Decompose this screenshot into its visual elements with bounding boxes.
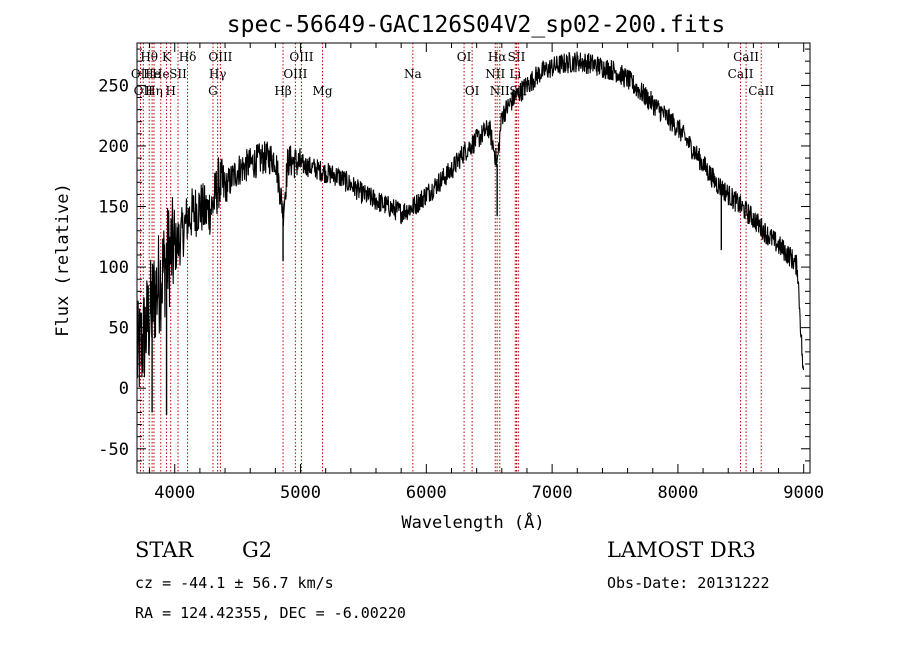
line-marker-label: OIII bbox=[208, 50, 232, 64]
line-marker-label: NII bbox=[485, 67, 505, 81]
line-marker-label: Hθ bbox=[140, 50, 158, 64]
line-marker-label: Hδ bbox=[179, 50, 197, 64]
line-marker-label: CaII bbox=[748, 84, 774, 98]
line-marker-label: NII bbox=[490, 84, 510, 98]
plot-frame bbox=[136, 42, 811, 474]
coordinates: RA = 124.42355, DEC = -6.00220 bbox=[135, 604, 406, 622]
line-marker-label: Hβ bbox=[274, 84, 291, 98]
observation-date: Obs-Date: 20131222 bbox=[607, 574, 770, 592]
line-marker-label: SII bbox=[508, 50, 526, 64]
x-axis-label: Wavelength (Å) bbox=[401, 511, 544, 533]
line-marker-label: Li bbox=[509, 67, 521, 81]
survey-name: LAMOST DR3 bbox=[607, 538, 756, 562]
line-marker-label: OII bbox=[134, 84, 154, 98]
line-marker-label: Mg bbox=[313, 84, 333, 98]
y-tick-label: 200 bbox=[98, 137, 129, 157]
line-marker-label: Na bbox=[404, 67, 422, 81]
flux-series bbox=[136, 51, 805, 415]
y-tick-label: 150 bbox=[98, 198, 129, 218]
y-axis-ticks: -50 0 50 100 150 200 250 bbox=[98, 48, 810, 462]
y-tick-label: 250 bbox=[98, 76, 129, 96]
line-marker-label: H bbox=[165, 84, 175, 98]
x-tick-label: 5000 bbox=[280, 483, 321, 503]
line-marker-label: K bbox=[162, 50, 172, 64]
y-tick-label: -50 bbox=[98, 440, 129, 460]
line-marker-label: Hη bbox=[145, 84, 163, 98]
y-tick-label: 0 bbox=[119, 379, 129, 399]
line-marker-label: Hα bbox=[488, 50, 507, 64]
x-tick-label: 8000 bbox=[657, 483, 698, 503]
y-axis-label: Flux (relative) bbox=[53, 183, 73, 337]
line-marker-label: OI bbox=[457, 50, 472, 64]
line-marker-label: OI bbox=[465, 84, 480, 98]
x-tick-label: 9000 bbox=[783, 483, 824, 503]
line-marker-label: G bbox=[208, 84, 218, 98]
line-marker-label: CaII bbox=[733, 50, 759, 64]
x-axis-ticks: 4000 5000 6000 7000 8000 9000 bbox=[149, 43, 824, 503]
redshift-value: cz = -44.1 ± 56.7 km/s bbox=[135, 574, 334, 592]
line-marker-label: Hγ bbox=[209, 67, 227, 81]
line-marker-label: He bbox=[152, 67, 170, 81]
line-marker-label: OII bbox=[131, 67, 151, 81]
emission-line-markers: OIIOIIHθHeHηHeKHSIIHδGHγOIIIHβOIIIOIIIMg… bbox=[131, 43, 774, 473]
x-tick-label: 6000 bbox=[406, 483, 447, 503]
flux-line bbox=[136, 51, 805, 388]
line-marker-label: SII bbox=[169, 67, 187, 81]
y-tick-label: 100 bbox=[98, 258, 129, 278]
x-tick-label: 7000 bbox=[532, 483, 573, 503]
line-marker-label: CaII bbox=[728, 67, 754, 81]
y-tick-label: 50 bbox=[109, 319, 129, 339]
line-marker-label: He bbox=[143, 67, 161, 81]
line-marker-label: OIII bbox=[289, 50, 313, 64]
spectral-subclass: G2 bbox=[242, 538, 273, 562]
object-class: STAR bbox=[135, 538, 194, 562]
x-tick-label: 4000 bbox=[154, 483, 195, 503]
line-marker-label: OIII bbox=[283, 67, 307, 81]
chart-title: spec-56649-GAC126S04V2_sp02-200.fits bbox=[227, 12, 726, 38]
